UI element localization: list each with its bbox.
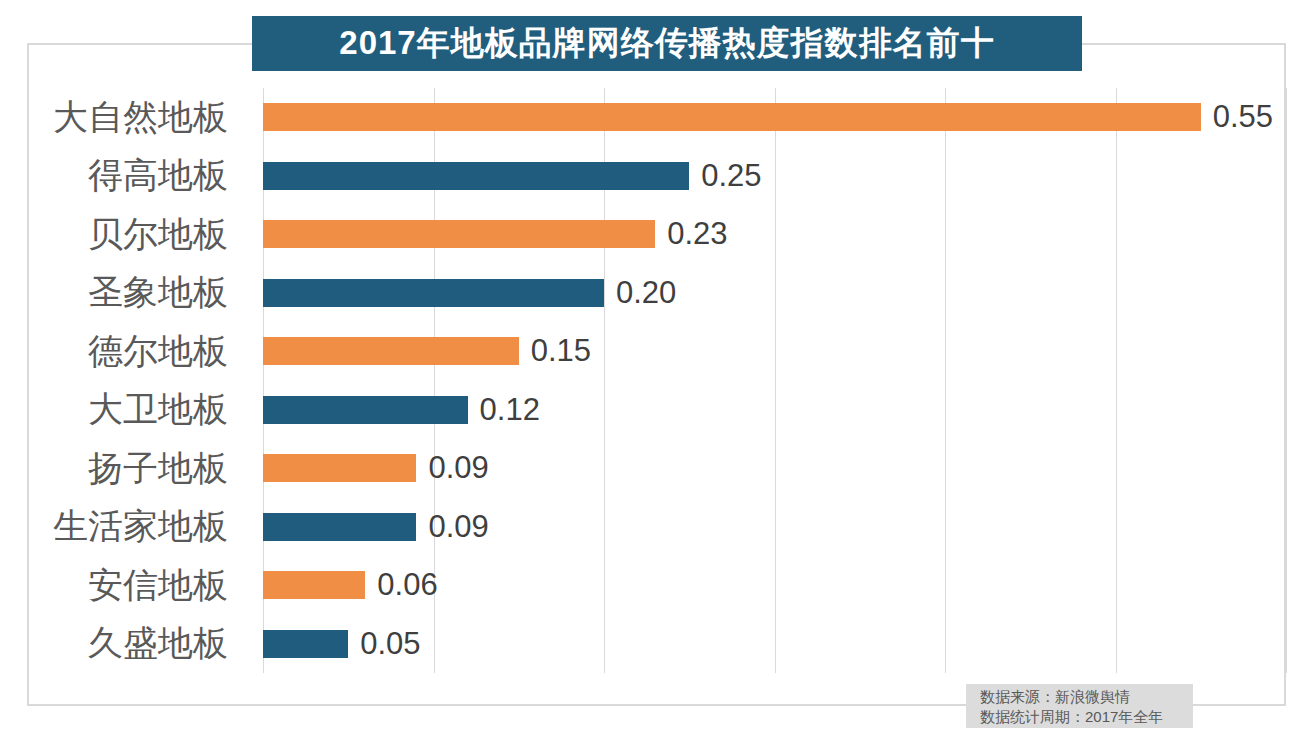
value-label: 0.12 xyxy=(480,381,540,440)
value-label: 0.15 xyxy=(531,322,591,381)
value-label: 0.05 xyxy=(360,615,420,674)
gridline xyxy=(775,88,776,673)
category-label: 久盛地板 xyxy=(27,615,228,674)
category-label: 德尔地板 xyxy=(27,322,228,381)
source-note: 数据来源：新浪微舆情 数据统计周期：2017年全年 xyxy=(966,684,1193,728)
bar-圣象地板 xyxy=(263,279,604,307)
bar-大自然地板 xyxy=(263,103,1201,131)
source-line-2: 数据统计周期：2017年全年 xyxy=(980,707,1193,727)
plot-area: 0.550.250.230.200.150.120.090.090.060.05 xyxy=(263,88,1286,673)
source-line-1: 数据来源：新浪微舆情 xyxy=(980,687,1193,707)
category-label: 生活家地板 xyxy=(27,498,228,557)
category-label: 圣象地板 xyxy=(27,264,228,323)
category-label: 得高地板 xyxy=(27,147,228,206)
bar-贝尔地板 xyxy=(263,220,655,248)
chart-canvas: 0.550.250.230.200.150.120.090.090.060.05… xyxy=(0,0,1314,739)
bar-得高地板 xyxy=(263,162,689,190)
value-label: 0.20 xyxy=(616,264,676,323)
bar-扬子地板 xyxy=(263,454,416,482)
value-label: 0.09 xyxy=(428,498,488,557)
bar-安信地板 xyxy=(263,571,365,599)
value-label: 0.25 xyxy=(701,147,761,206)
value-label: 0.09 xyxy=(428,439,488,498)
chart-title: 2017年地板品牌网络传播热度指数排名前十 xyxy=(252,16,1082,71)
gridline xyxy=(945,88,946,673)
bar-大卫地板 xyxy=(263,396,468,424)
gridline xyxy=(1116,88,1117,673)
category-label: 大卫地板 xyxy=(27,381,228,440)
category-label: 大自然地板 xyxy=(27,88,228,147)
category-label: 贝尔地板 xyxy=(27,205,228,264)
value-label: 0.55 xyxy=(1213,88,1273,147)
category-label: 安信地板 xyxy=(27,556,228,615)
bar-生活家地板 xyxy=(263,513,416,541)
bar-久盛地板 xyxy=(263,630,348,658)
value-label: 0.06 xyxy=(377,556,437,615)
category-label: 扬子地板 xyxy=(27,439,228,498)
bar-德尔地板 xyxy=(263,337,519,365)
gridline xyxy=(1286,88,1287,673)
value-label: 0.23 xyxy=(667,205,727,264)
